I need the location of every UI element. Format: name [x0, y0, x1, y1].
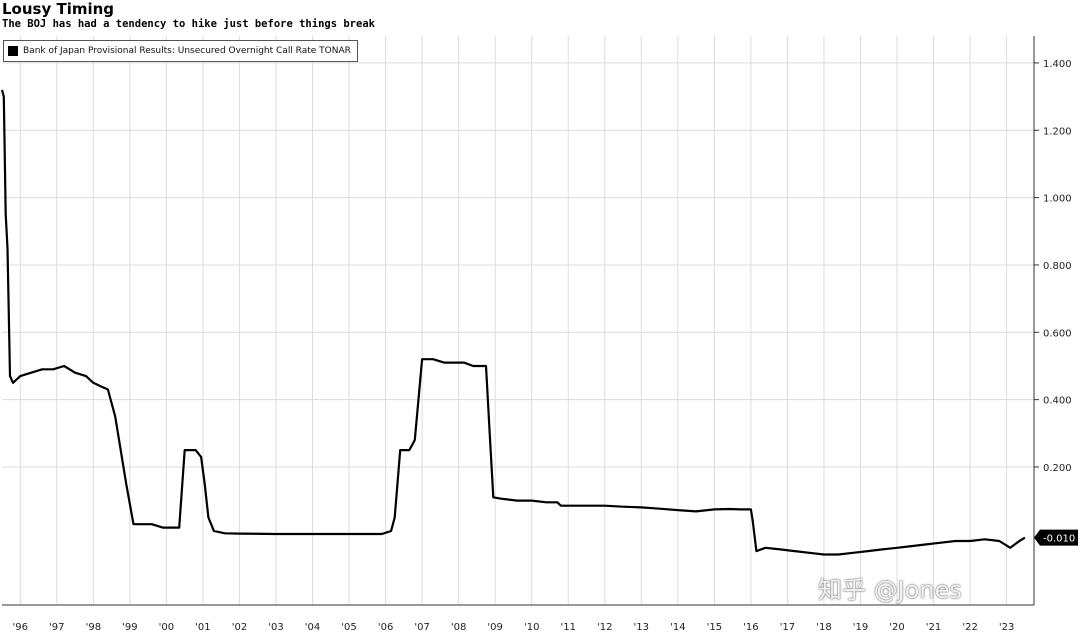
x-tick-label: '21: [926, 622, 941, 633]
x-tick-label: '98: [86, 622, 101, 633]
x-tick-label: '16: [743, 622, 758, 633]
x-tick-label: '23: [999, 622, 1014, 633]
chart-subtitle: The BOJ has had a tendency to hike just …: [2, 18, 375, 30]
y-tick-label: 0.800: [1043, 261, 1072, 272]
y-tick-label: 1.200: [1043, 126, 1072, 137]
x-tick-label: '15: [707, 622, 722, 633]
x-tick-label: '02: [232, 622, 247, 633]
axis-labels: '96 '97 '98 '99 '00 '01 '02 '03 '04 '05 '06 '07 '08 '…: [13, 59, 1078, 633]
x-tick-label: '06: [378, 622, 393, 633]
x-tick-label: '08: [451, 622, 466, 633]
series-layer: [0, 89, 1026, 556]
x-tick-label: '11: [560, 622, 575, 633]
x-tick-label: '12: [597, 622, 612, 633]
x-tick-label: '05: [341, 622, 356, 633]
last-value-tag: -0.010: [1034, 529, 1078, 546]
y-tick-label: 0.600: [1043, 328, 1072, 339]
series-line: [0, 89, 1026, 556]
last-value-box: [1034, 529, 1078, 546]
x-tick-label: '99: [122, 622, 137, 633]
x-tick-label: '97: [49, 622, 64, 633]
x-tick-label: '17: [780, 622, 795, 633]
x-tick-label: '13: [634, 622, 649, 633]
x-tick-label: '20: [889, 622, 904, 633]
y-tick-label: 1.400: [1043, 59, 1072, 70]
x-tick-label: '10: [524, 622, 539, 633]
x-tick-label: '96: [13, 622, 28, 633]
y-tick-label: 1.000: [1043, 194, 1072, 205]
y-tick-label: 0.400: [1043, 396, 1072, 407]
x-tick-label: '04: [305, 622, 320, 633]
x-tick-label: '01: [195, 622, 210, 633]
x-tick-label: '14: [670, 622, 685, 633]
last-value-label: -0.010: [1043, 534, 1075, 545]
legend-swatch: [8, 46, 18, 56]
x-tick-label: '00: [159, 622, 174, 633]
x-tick-label: '07: [414, 622, 429, 633]
watermark-text: 知乎 @Jones: [818, 576, 962, 604]
y-tick-label: 0.200: [1043, 463, 1072, 474]
chart-title: Lousy Timing: [2, 0, 115, 18]
axes: [2, 36, 1039, 606]
gridlines: [2, 36, 1034, 605]
x-tick-label: '03: [268, 622, 283, 633]
legend-label: Bank of Japan Provisional Results: Unsec…: [23, 46, 351, 56]
chart-legend: Bank of Japan Provisional Results: Unsec…: [3, 40, 358, 62]
x-tick-label: '22: [962, 622, 977, 633]
x-tick-label: '09: [487, 622, 502, 633]
x-tick-label: '19: [853, 622, 868, 633]
x-tick-label: '18: [816, 622, 831, 633]
